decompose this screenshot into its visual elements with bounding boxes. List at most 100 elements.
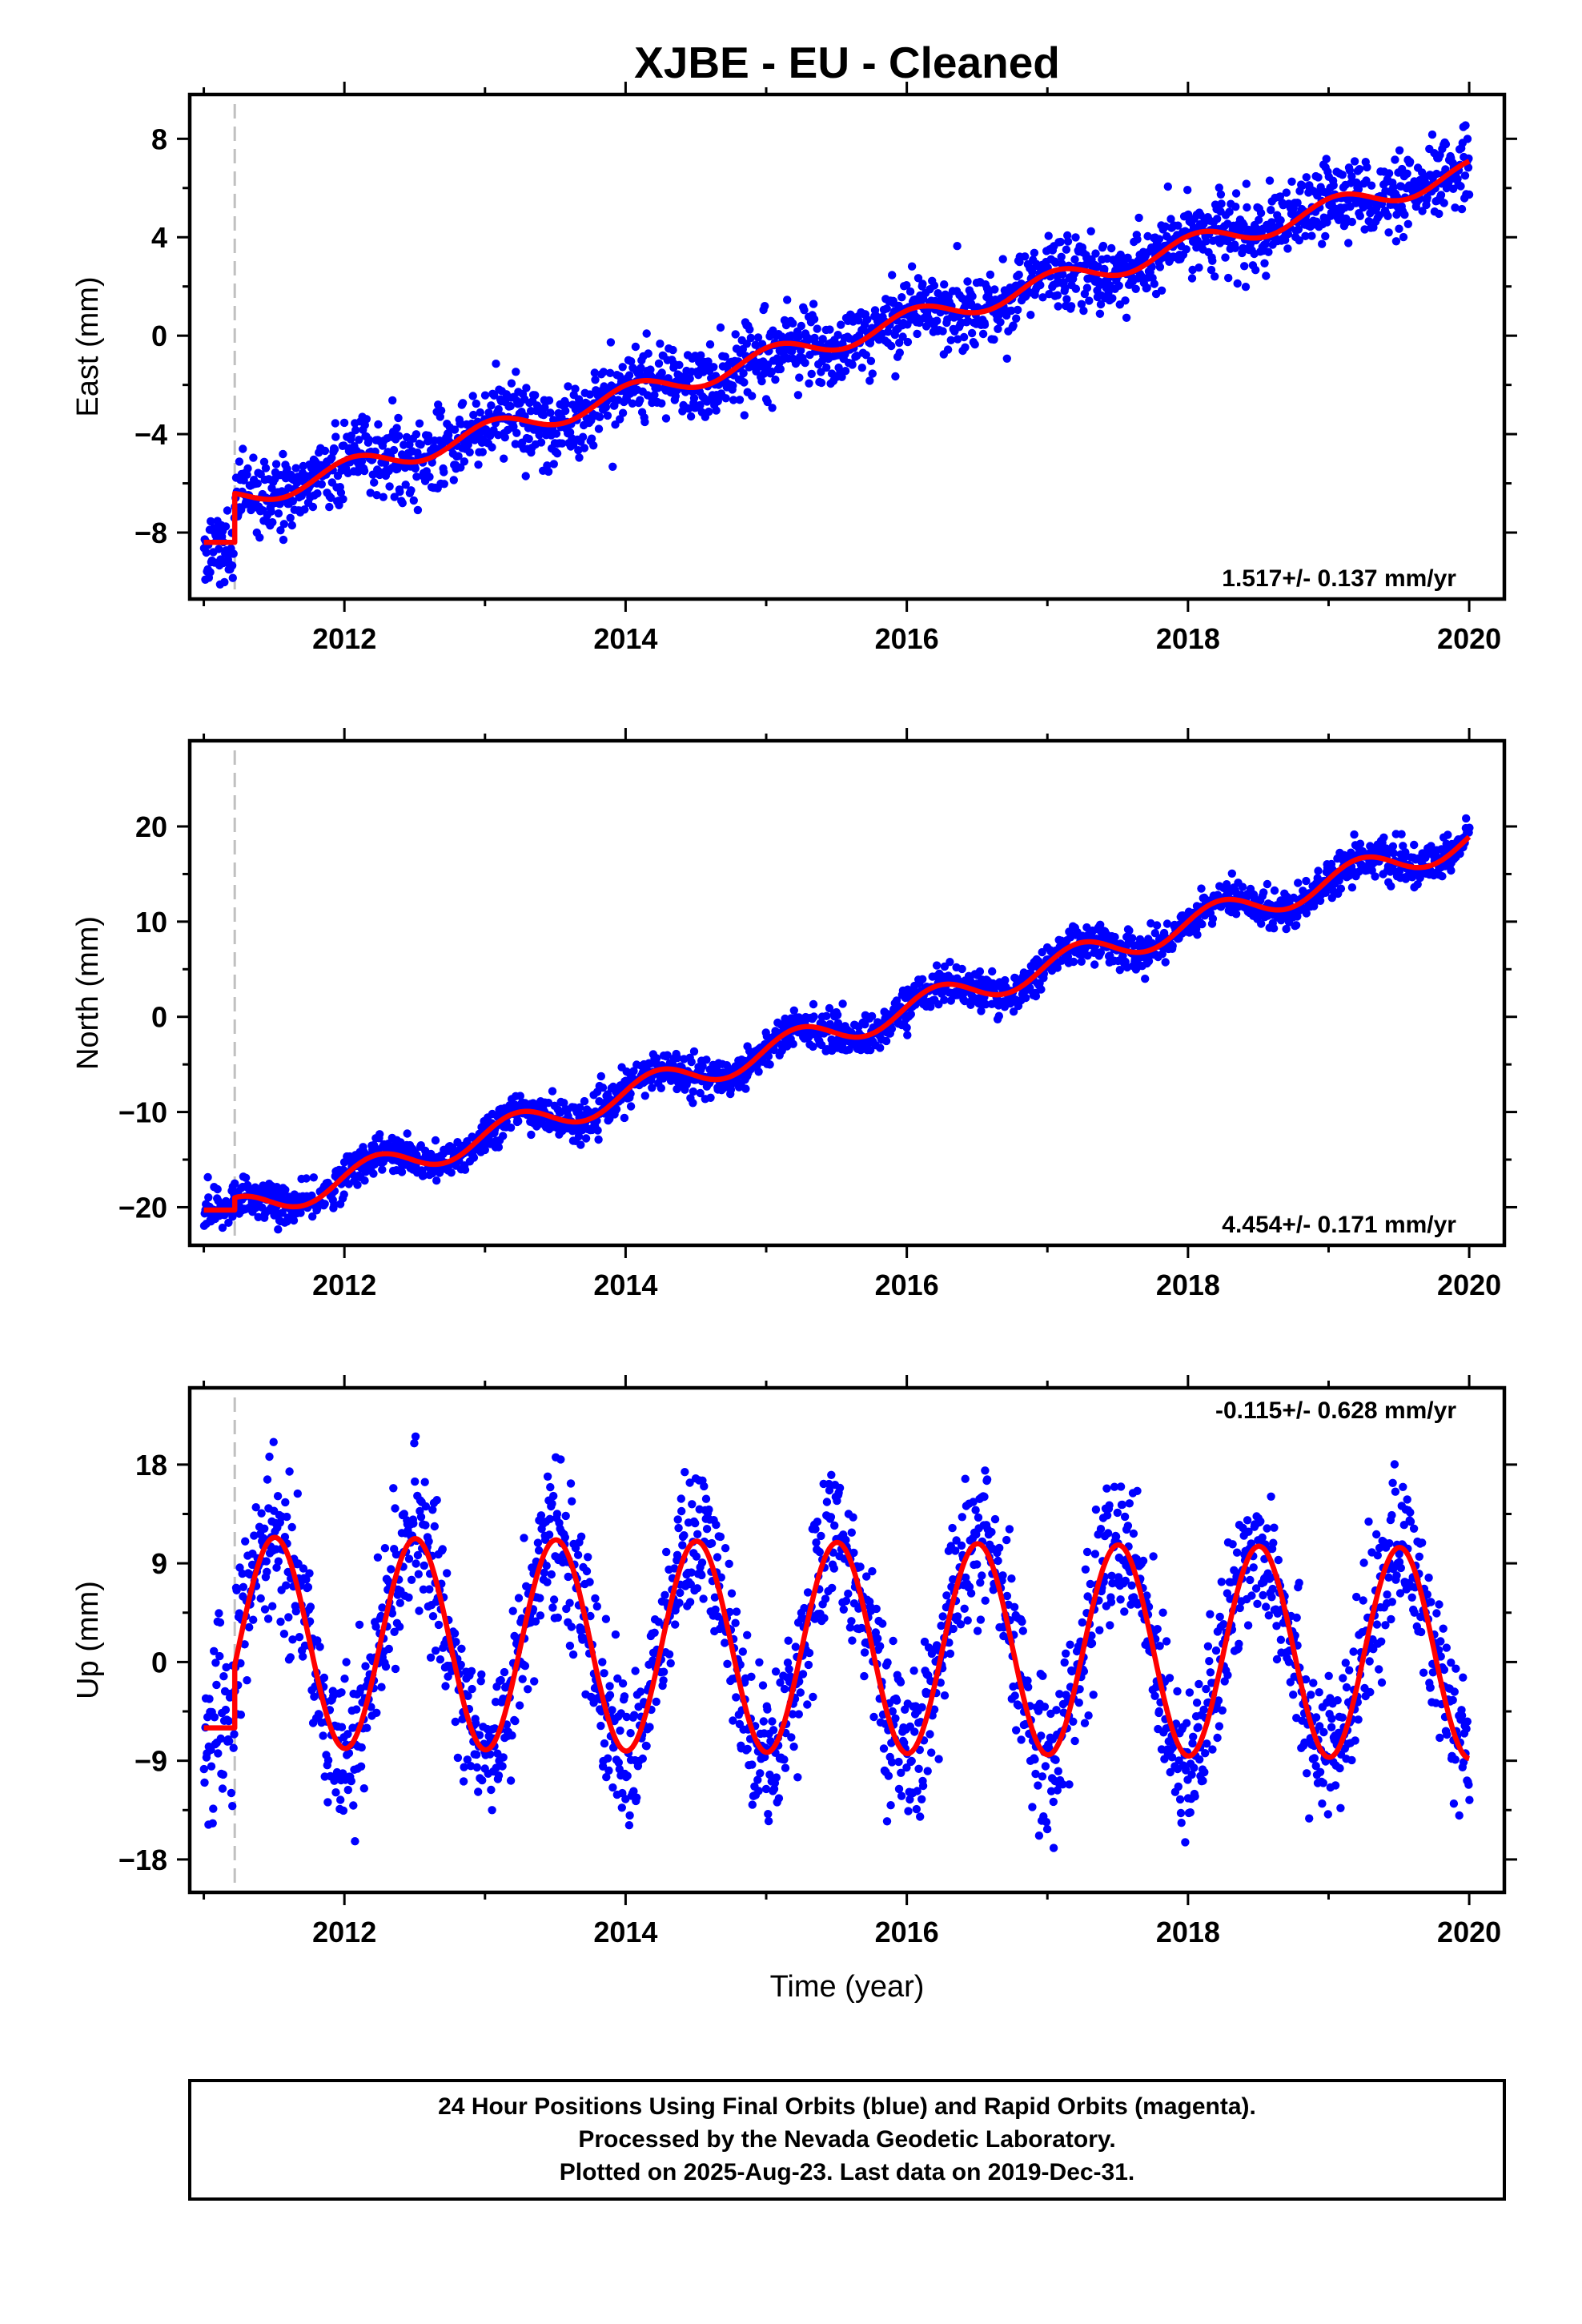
east-data-point xyxy=(549,460,558,468)
up-data-point xyxy=(466,1762,476,1771)
up-data-point xyxy=(387,1609,397,1618)
north-data-point xyxy=(1031,991,1041,1001)
east-data-point xyxy=(320,446,330,456)
north-data-point xyxy=(548,1087,557,1096)
up-data-point xyxy=(205,1695,214,1703)
up-data-point xyxy=(419,1585,428,1594)
east-data-point xyxy=(1142,283,1151,292)
north-data-point xyxy=(1208,915,1218,923)
north-data-point xyxy=(1389,849,1399,858)
up-data-point xyxy=(279,1630,289,1638)
up-data-point xyxy=(207,1745,215,1755)
up-data-point xyxy=(624,1821,634,1830)
east-data-point xyxy=(618,408,628,417)
east-data-point xyxy=(898,332,907,341)
up-data-point xyxy=(584,1553,592,1562)
east-data-point xyxy=(1021,252,1030,261)
north-data-point xyxy=(594,1135,603,1144)
east-data-point xyxy=(472,399,480,408)
north-data-point xyxy=(309,1173,318,1182)
north-data-point xyxy=(1462,814,1471,823)
east-data-point xyxy=(1435,209,1443,219)
east-data-point xyxy=(259,457,269,466)
up-data-point xyxy=(617,1803,626,1812)
north-data-point xyxy=(1227,869,1237,879)
east-data-point xyxy=(440,480,448,489)
up-data-point xyxy=(508,1606,517,1615)
east-data-point xyxy=(776,364,785,374)
up-data-point xyxy=(200,1778,209,1787)
north-data-point xyxy=(302,1174,311,1183)
east-data-point xyxy=(686,412,696,421)
east-data-point xyxy=(512,368,520,376)
east-data-point xyxy=(894,301,903,311)
north-data-point xyxy=(1415,874,1424,883)
east-data-point xyxy=(1085,296,1094,305)
east-data-point xyxy=(986,270,995,279)
up-data-point xyxy=(236,1659,245,1668)
east-data-point xyxy=(1307,231,1316,240)
east-data-point xyxy=(425,472,434,481)
up-data-point xyxy=(514,1594,524,1602)
east-data-point xyxy=(1077,300,1086,308)
north-data-point xyxy=(903,1031,912,1039)
up-data-point xyxy=(560,1533,569,1542)
north-data-point xyxy=(1347,883,1357,892)
east-data-point xyxy=(865,376,874,385)
east-data-point xyxy=(580,444,589,452)
north-xtick-label: 2018 xyxy=(1156,1269,1220,1301)
east-data-point xyxy=(813,324,821,333)
east-data-point xyxy=(385,482,394,491)
up-data-point xyxy=(210,1647,219,1655)
east-data-point xyxy=(675,360,684,369)
up-data-point xyxy=(219,1672,228,1681)
up-data-point xyxy=(506,1776,516,1785)
east-data-point xyxy=(469,410,478,420)
east-data-point xyxy=(797,346,805,355)
east-data-point xyxy=(1256,208,1266,218)
east-data-point xyxy=(1400,210,1409,219)
east-data-point xyxy=(392,424,401,432)
east-data-point xyxy=(1095,309,1105,318)
east-data-point xyxy=(267,507,275,516)
up-data-point xyxy=(428,1506,437,1514)
up-data-point xyxy=(245,1622,254,1632)
up-data-point xyxy=(227,1788,236,1798)
north-ytick-label: −10 xyxy=(118,1096,167,1129)
up-data-point xyxy=(390,1627,399,1637)
up-data-point xyxy=(339,1769,347,1778)
up-data-point xyxy=(380,1544,390,1553)
up-data-point xyxy=(349,1801,358,1810)
up-data-point xyxy=(622,1712,631,1722)
east-data-point xyxy=(544,396,554,405)
east-data-point xyxy=(696,400,705,410)
up-data-point xyxy=(457,1644,466,1653)
up-data-point xyxy=(256,1594,265,1603)
up-data-point xyxy=(281,1498,290,1507)
north-data-point xyxy=(339,1190,348,1199)
east-data-point xyxy=(279,449,287,459)
east-data-point xyxy=(1216,190,1226,199)
east-data-point xyxy=(300,505,309,514)
east-data-point xyxy=(1260,259,1269,267)
up-data-point xyxy=(293,1489,302,1498)
east-data-point xyxy=(761,302,769,311)
east-data-point xyxy=(854,316,863,325)
east-data-point xyxy=(1436,191,1446,199)
east-data-point xyxy=(1451,203,1460,212)
up-data-point xyxy=(487,1785,496,1795)
north-data-point xyxy=(580,1096,589,1106)
up-data-point xyxy=(543,1578,552,1586)
east-data-point xyxy=(1054,302,1062,311)
east-data-point xyxy=(589,441,598,450)
east-data-point xyxy=(1183,186,1192,195)
north-data-point xyxy=(696,1088,705,1098)
north-data-point xyxy=(1198,919,1207,929)
up-data-point xyxy=(613,1674,622,1683)
up-data-point xyxy=(604,1766,613,1775)
east-data-point xyxy=(531,391,540,400)
east-data-point xyxy=(1347,172,1356,181)
east-data-point xyxy=(1217,199,1226,208)
east-data-point xyxy=(1464,190,1474,199)
east-data-point xyxy=(379,493,387,501)
